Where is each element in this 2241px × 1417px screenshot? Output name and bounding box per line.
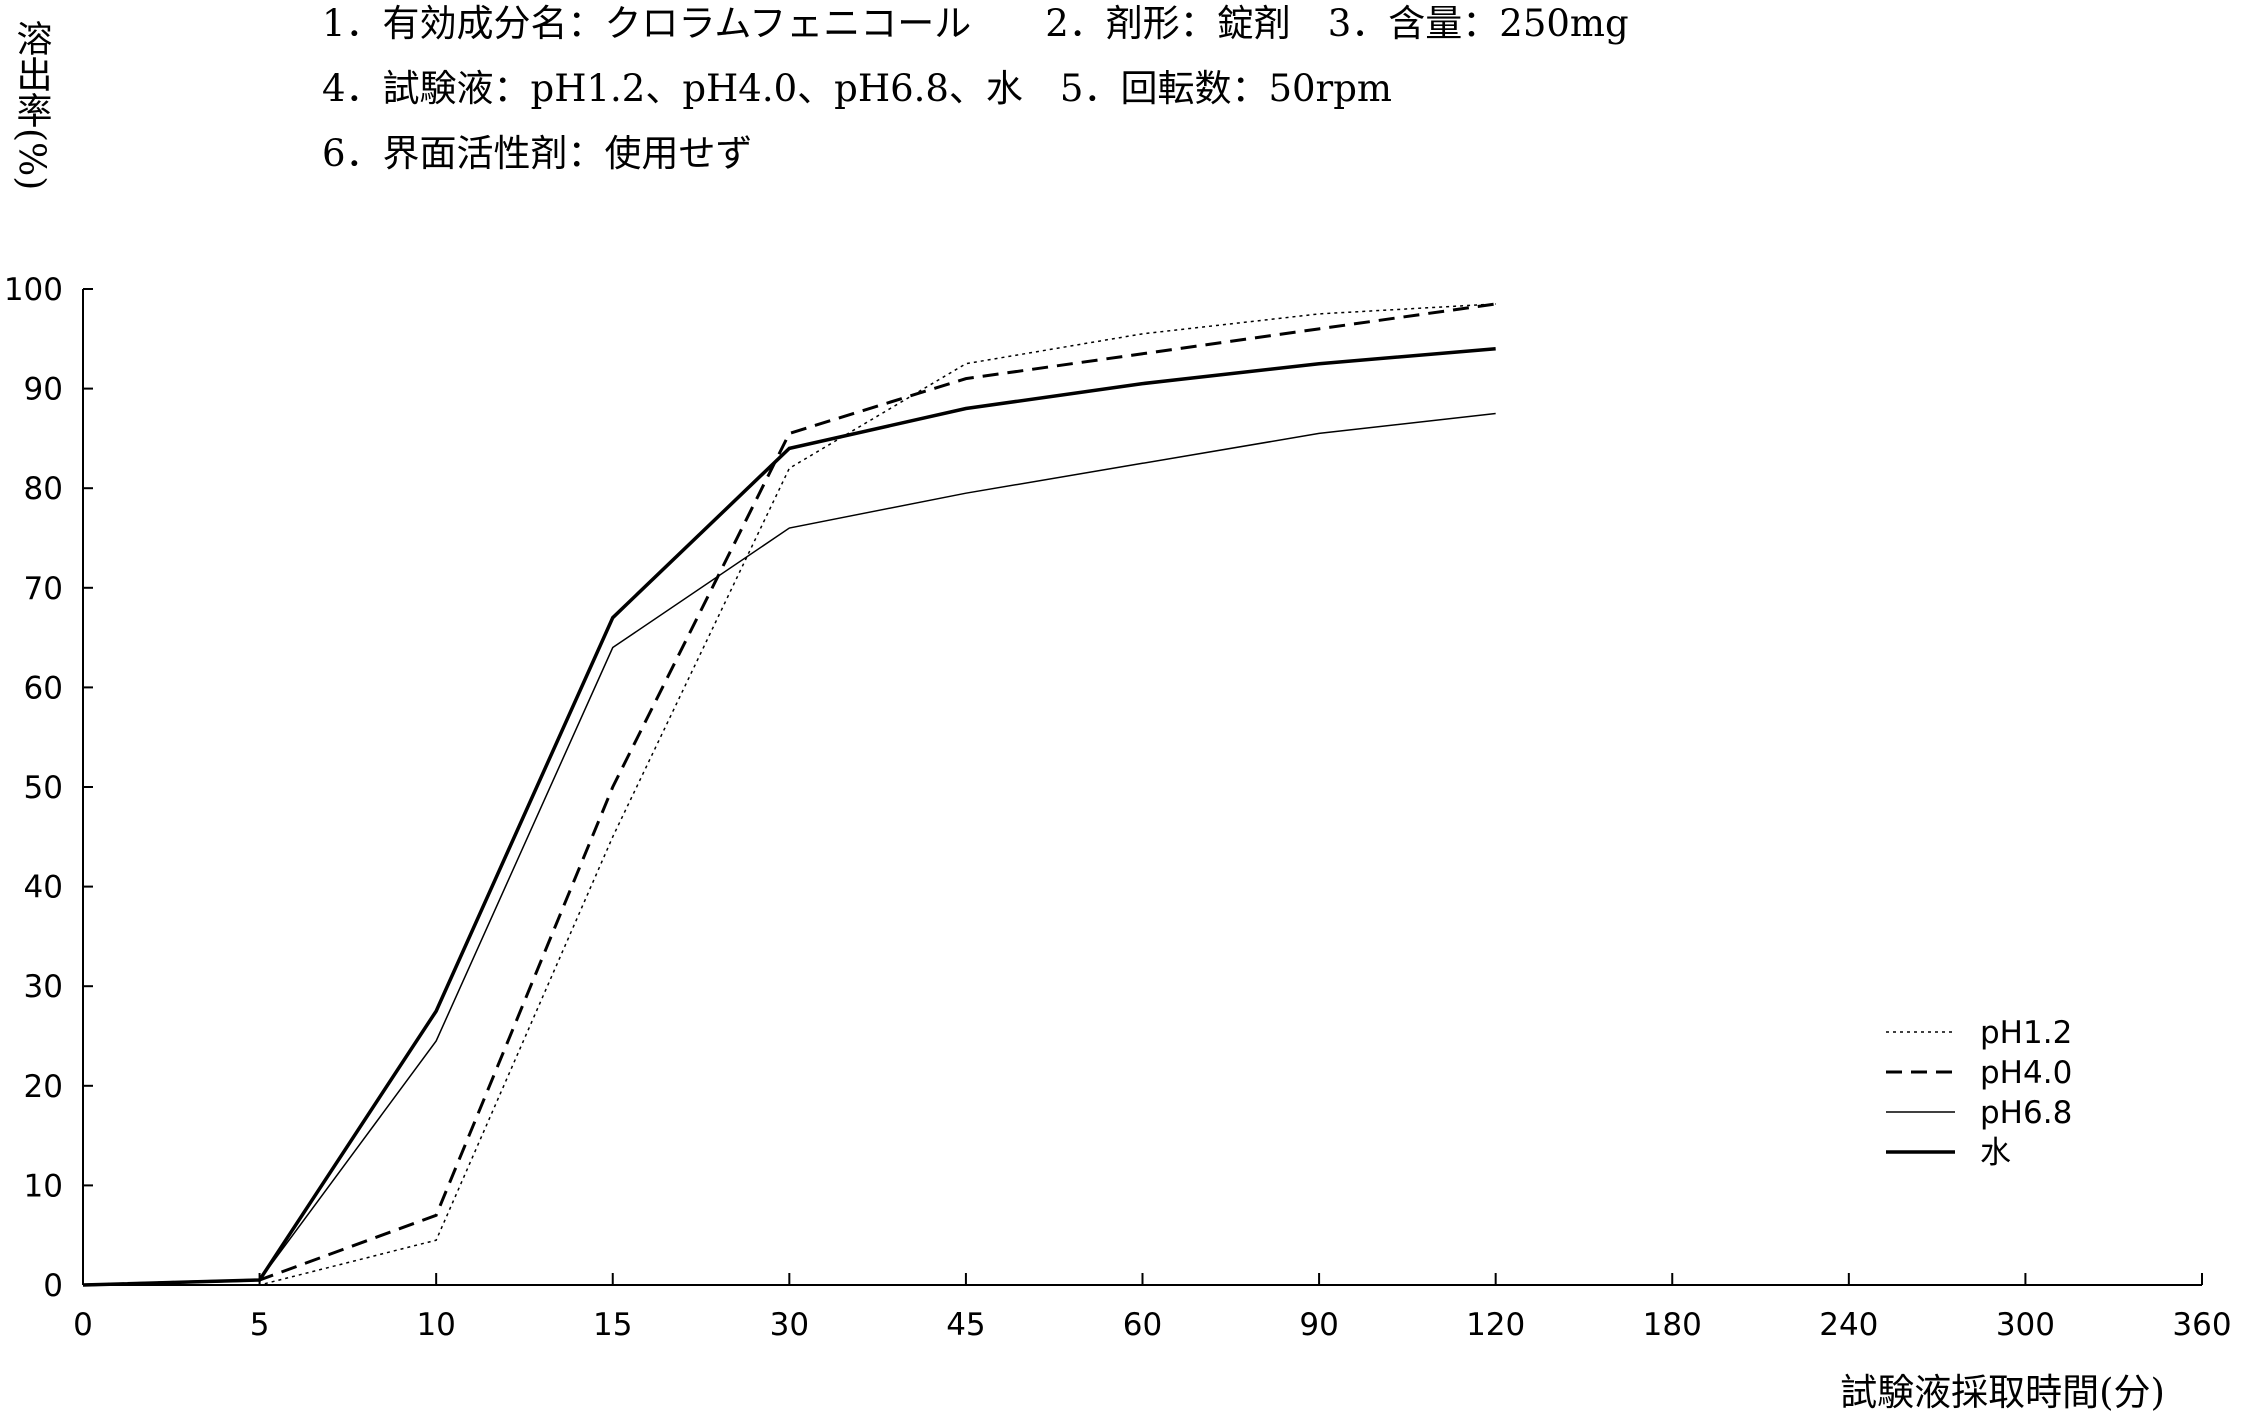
series-line bbox=[82, 347, 1496, 1287]
legend-label: pH1.2 bbox=[1980, 1015, 2072, 1051]
x-tick-label: 10 bbox=[416, 1307, 455, 1343]
y-tick-label: 50 bbox=[24, 770, 63, 806]
series-line bbox=[82, 302, 1496, 1287]
y-tick-label: 70 bbox=[24, 571, 63, 607]
y-tick-label: 30 bbox=[24, 969, 63, 1005]
y-axis-label: 溶出率(%) bbox=[11, 20, 52, 191]
note: 6．界面活性剤：使用せず bbox=[322, 132, 753, 175]
legend-label: pH6.8 bbox=[1980, 1095, 2072, 1131]
x-tick-label: 15 bbox=[593, 1307, 632, 1343]
legend-label: pH4.0 bbox=[1980, 1055, 2072, 1091]
x-tick-label: 5 bbox=[250, 1307, 270, 1343]
x-tick-label: 45 bbox=[946, 1307, 985, 1343]
y-tick-label: 80 bbox=[24, 471, 63, 507]
y-tick-label: 20 bbox=[24, 1069, 63, 1105]
series-line bbox=[83, 303, 1496, 1286]
y-tick-label: 60 bbox=[24, 670, 63, 706]
x-tick-label: 360 bbox=[2172, 1307, 2231, 1343]
legend-label: 水 bbox=[1980, 1135, 2011, 1171]
x-tick-label: 60 bbox=[1123, 1307, 1162, 1343]
x-tick-label: 180 bbox=[1643, 1307, 1702, 1343]
x-tick-label: 30 bbox=[770, 1307, 809, 1343]
series-line bbox=[82, 412, 1496, 1286]
note: 1．有効成分名：クロラムフェニコール 2．剤形：錠剤 3．含量：250mg bbox=[322, 2, 1629, 45]
x-tick-label: 90 bbox=[1299, 1307, 1338, 1343]
y-tick-label: 10 bbox=[24, 1168, 63, 1204]
x-tick-label: 0 bbox=[73, 1307, 93, 1343]
y-tick-label: 100 bbox=[4, 272, 63, 308]
y-tick-label: 90 bbox=[24, 372, 63, 408]
x-tick-label: 120 bbox=[1466, 1307, 1525, 1343]
x-axis-label: 試験液採取時間(分) bbox=[1840, 1371, 2165, 1414]
y-tick-label: 0 bbox=[43, 1268, 63, 1304]
x-tick-label: 300 bbox=[1996, 1307, 2055, 1343]
y-tick-label: 40 bbox=[24, 870, 63, 906]
x-tick-label: 240 bbox=[1819, 1307, 1878, 1343]
note: 4．試験液：pH1.2、pH4.0、pH6.8、水 5．回転数：50rpm bbox=[322, 67, 1392, 110]
